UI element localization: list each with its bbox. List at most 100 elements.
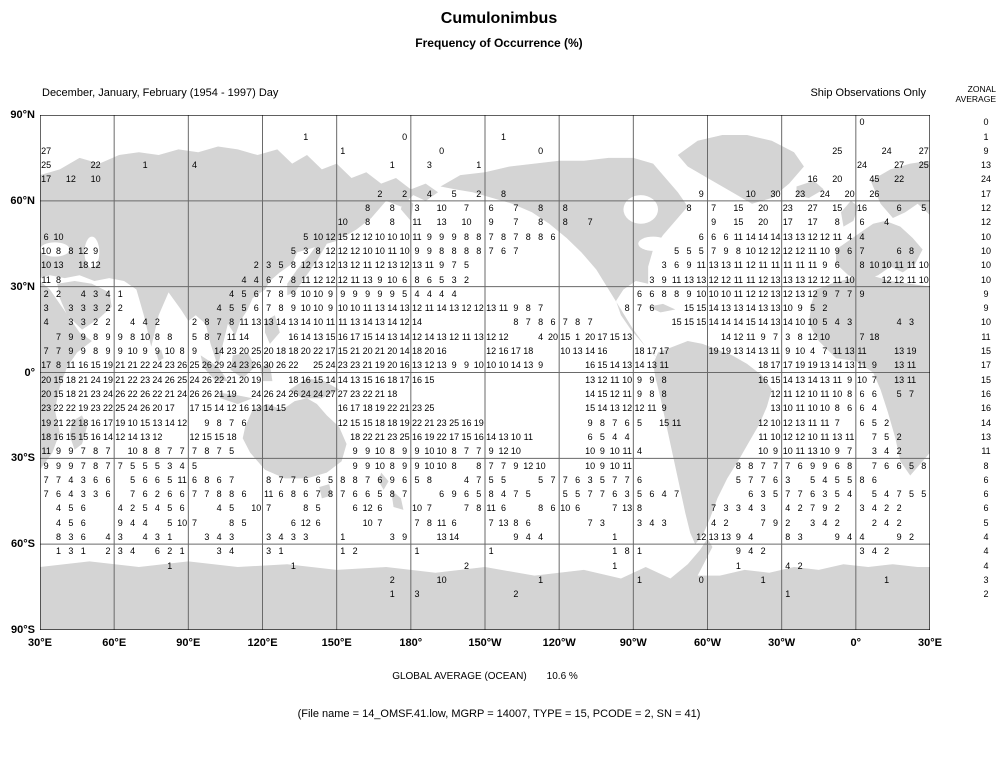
grid-value: 24	[251, 389, 262, 399]
grid-value: 9	[636, 374, 643, 385]
grid-value: 7	[859, 331, 865, 342]
grid-value: 6	[105, 489, 111, 500]
grid-value: 6	[402, 474, 408, 485]
grid-value: 3	[80, 474, 86, 485]
grid-value: 12	[498, 446, 509, 457]
grid-value: 3	[303, 245, 309, 256]
grid-value: 14	[164, 417, 175, 428]
grid-value: 8	[451, 446, 457, 457]
grid-value: 2	[105, 546, 111, 557]
grid-value: 10	[807, 431, 818, 442]
grid-value: 5	[810, 474, 816, 485]
grid-value: 8	[513, 517, 519, 528]
grid-value: 3	[649, 274, 655, 285]
grid-value: 7	[871, 460, 877, 471]
grid-value: 2	[785, 517, 791, 528]
grid-value: 12	[90, 260, 101, 271]
grid-value: 6	[377, 474, 383, 485]
grid-value: 26	[201, 389, 212, 399]
grid-value: 27	[325, 389, 336, 399]
grid-value: 17	[770, 360, 781, 371]
grid-value: 10	[585, 460, 596, 471]
zonal-average-value: 14	[980, 417, 992, 428]
grid-value: 20	[387, 360, 398, 371]
grid-value: 2	[463, 560, 470, 571]
grid-value: 9	[513, 303, 519, 314]
grid-value: 25	[189, 360, 200, 371]
grid-value: 12	[758, 288, 769, 299]
grid-value: 12	[226, 403, 237, 414]
grid-value: 19	[807, 360, 818, 371]
grid-value: 7	[599, 489, 605, 500]
grid-value: 9	[105, 331, 111, 342]
grid-value: 6	[636, 474, 643, 485]
grid-value: 1	[884, 574, 890, 585]
grid-value: 13	[844, 360, 855, 371]
grid-value: 4	[142, 532, 148, 542]
grid-value: 5	[303, 231, 309, 242]
grid-value: 2	[884, 546, 890, 557]
grid-value: 19	[226, 389, 237, 399]
grid-value: 6	[315, 517, 321, 528]
grid-value: 3	[414, 203, 420, 213]
grid-value: 13	[523, 360, 534, 371]
grid-value: 13	[770, 317, 781, 328]
grid-value: 3	[93, 489, 99, 500]
grid-value: 11	[832, 231, 842, 242]
grid-value: 16	[856, 203, 868, 213]
grid-value: 19	[424, 431, 435, 442]
grid-value: 10	[53, 231, 64, 242]
grid-value: 7	[278, 474, 284, 485]
grid-value: 8	[278, 288, 284, 299]
grid-value: 12	[461, 303, 472, 314]
grid-value: 7	[266, 503, 272, 514]
grid-value: 12	[411, 303, 423, 314]
grid-value: 15	[597, 389, 608, 399]
grid-value: 9	[204, 417, 210, 428]
grid-value: 6	[772, 474, 779, 485]
grid-value: 21	[115, 360, 126, 371]
grid-value: 1	[167, 560, 173, 571]
grid-value: 16	[288, 331, 299, 342]
grid-value: 11	[832, 274, 842, 285]
grid-value: 5	[402, 288, 408, 299]
grid-value: 8	[538, 317, 544, 328]
grid-value: 17	[399, 374, 410, 385]
grid-value: 24	[226, 360, 237, 371]
grid-value: 2	[463, 274, 470, 285]
grid-value: 10	[436, 203, 447, 213]
grid-value: 8	[476, 460, 482, 471]
grid-value: 24	[90, 374, 101, 385]
grid-value: 10	[473, 360, 484, 371]
grid-value: 9	[735, 532, 741, 542]
zonal-average-value: 11	[981, 331, 991, 342]
grid-value: 5	[315, 503, 321, 514]
grid-value: 14	[436, 303, 447, 314]
grid-value: 8	[179, 346, 185, 356]
grid-value: 2	[476, 188, 482, 199]
grid-value: 17	[782, 217, 793, 228]
landmass-eurasia	[40, 146, 439, 367]
grid-value: 12	[523, 460, 534, 471]
grid-value: 26	[201, 374, 212, 385]
grid-value: 1	[179, 546, 185, 557]
grid-value: 13	[411, 260, 423, 271]
grid-value: 9	[834, 245, 840, 256]
grid-value: 10	[90, 174, 101, 185]
grid-value: 14	[758, 231, 769, 242]
grid-value: 7	[500, 460, 507, 471]
grid-value: 23	[350, 389, 361, 399]
grid-value: 2	[253, 260, 259, 271]
grid-value: 22	[894, 174, 905, 185]
grid-value: 5	[921, 489, 927, 500]
grid-value: 21	[350, 346, 361, 356]
grid-value: 23	[782, 203, 793, 213]
grid-value: 9	[723, 245, 729, 256]
grid-value: 7	[785, 460, 791, 471]
grid-value: 13	[436, 331, 447, 342]
grid-value: 5	[599, 431, 605, 442]
grid-value: 14	[585, 346, 596, 356]
grid-value: 4	[439, 288, 445, 299]
grid-value: 12	[720, 274, 732, 285]
grid-value: 5	[834, 474, 840, 485]
